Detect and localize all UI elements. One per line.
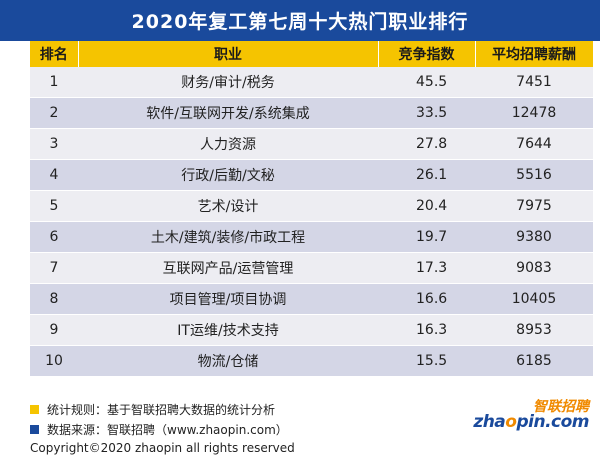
cell-rank: 6	[30, 221, 78, 253]
method-note-text: 统计规则：基于智联招聘大数据的统计分析	[47, 402, 276, 417]
cell-rank: 9	[30, 314, 78, 346]
logo-en-suffix: pin.com	[516, 412, 589, 432]
yellow-square-icon	[30, 404, 39, 414]
cell-rank: 1	[30, 67, 78, 98]
cell-job: 人力资源	[78, 128, 378, 160]
copyright-text: Copyright©2020 zhaopin all rights reserv…	[30, 441, 295, 455]
header-salary: 平均招聘薪酬	[475, 41, 594, 67]
cell-salary: 7451	[475, 67, 593, 98]
cell-salary: 9083	[475, 252, 593, 284]
blue-square-icon	[30, 424, 39, 434]
page-title: 2020年复工第七周十大热门职业排行	[131, 11, 469, 33]
cell-job: 财务/审计/税务	[78, 67, 378, 98]
cell-salary: 8953	[475, 314, 593, 346]
table-row: 7 互联网产品/运营管理 17.3 9083	[30, 252, 593, 284]
cell-job: 软件/互联网开发/系统集成	[78, 97, 378, 129]
logo-english-text: zhaopin.com	[473, 412, 589, 432]
cell-salary: 10405	[475, 283, 593, 315]
cell-salary: 7975	[475, 190, 593, 222]
logo-en-o: o	[505, 412, 517, 432]
table-row: 1 财务/审计/税务 45.5 7451	[30, 67, 593, 98]
table-row: 6 土木/建筑/装修/市政工程 19.7 9380	[30, 221, 593, 253]
cell-index: 20.4	[378, 190, 475, 222]
cell-index: 17.3	[378, 252, 475, 284]
table-row: 4 行政/后勤/文秘 26.1 5516	[30, 159, 593, 191]
source-note: 数据来源：智联招聘（www.zhaopin.com）	[30, 419, 593, 439]
table-header-row: 排名 职业 竞争指数 平均招聘薪酬	[30, 41, 594, 67]
cell-job: 项目管理/项目协调	[78, 283, 378, 315]
cell-rank: 5	[30, 190, 78, 222]
cell-job: 物流/仓储	[78, 345, 378, 377]
cell-salary: 5516	[475, 159, 593, 191]
ranking-table: 排名 职业 竞争指数 平均招聘薪酬 1 财务/审计/税务 45.5 7451 2…	[30, 41, 594, 377]
logo-en-prefix: zha	[473, 412, 506, 432]
table-row: 3 人力资源 27.8 7644	[30, 128, 593, 160]
header-rank: 排名	[30, 41, 79, 67]
cell-index: 27.8	[378, 128, 475, 160]
cell-rank: 3	[30, 128, 78, 160]
table-row: 2 软件/互联网开发/系统集成 33.5 12478	[30, 97, 593, 129]
cell-job: 土木/建筑/装修/市政工程	[78, 221, 378, 253]
cell-salary: 12478	[475, 97, 593, 129]
cell-job: IT运维/技术支持	[78, 314, 378, 346]
cell-job: 互联网产品/运营管理	[78, 252, 378, 284]
title-bar: 2020年复工第七周十大热门职业排行	[0, 0, 600, 41]
cell-rank: 2	[30, 97, 78, 129]
table-row: 8 项目管理/项目协调 16.6 10405	[30, 283, 593, 315]
cell-index: 33.5	[378, 97, 475, 129]
cell-salary: 9380	[475, 221, 593, 253]
cell-index: 26.1	[378, 159, 475, 191]
table-row: 10 物流/仓储 15.5 6185	[30, 345, 593, 377]
cell-salary: 7644	[475, 128, 593, 160]
source-note-text: 数据来源：智联招聘（www.zhaopin.com）	[47, 422, 288, 437]
cell-index: 19.7	[378, 221, 475, 253]
cell-index: 15.5	[378, 345, 475, 377]
footer-notes: 统计规则：基于智联招聘大数据的统计分析 数据来源：智联招聘（www.zhaopi…	[30, 399, 593, 439]
header-index: 竞争指数	[378, 41, 476, 67]
zhaopin-logo: 智联招聘 zhaopin.com	[470, 396, 595, 436]
cell-rank: 4	[30, 159, 78, 191]
cell-job: 艺术/设计	[78, 190, 378, 222]
cell-index: 45.5	[378, 67, 475, 98]
cell-rank: 8	[30, 283, 78, 315]
method-note: 统计规则：基于智联招聘大数据的统计分析	[30, 399, 593, 419]
table-row: 9 IT运维/技术支持 16.3 8953	[30, 314, 593, 346]
cell-rank: 10	[30, 345, 78, 377]
header-job: 职业	[78, 41, 379, 67]
cell-index: 16.6	[378, 283, 475, 315]
cell-salary: 6185	[475, 345, 593, 377]
logo-chinese-text: 智联招聘	[533, 399, 589, 415]
cell-job: 行政/后勤/文秘	[78, 159, 378, 191]
cell-index: 16.3	[378, 314, 475, 346]
cell-rank: 7	[30, 252, 78, 284]
table-row: 5 艺术/设计 20.4 7975	[30, 190, 593, 222]
